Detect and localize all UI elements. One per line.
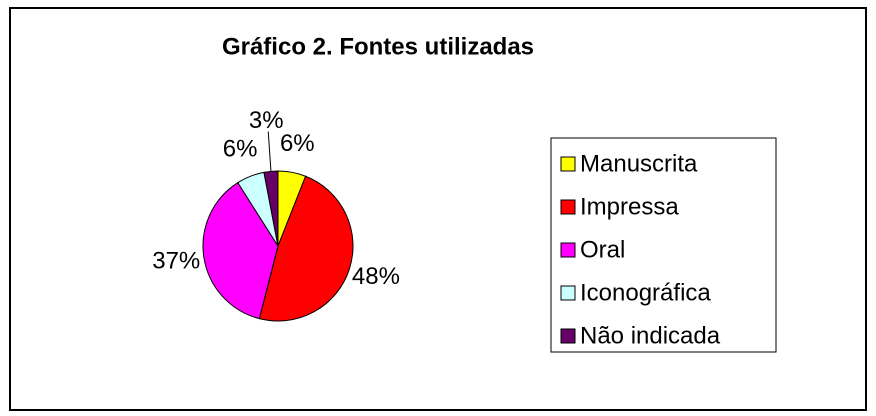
legend-swatch <box>560 285 576 301</box>
legend-label: Manuscrita <box>580 150 698 177</box>
legend-label: Não indicada <box>580 322 721 349</box>
legend-box <box>550 137 777 353</box>
legend-label: Iconográfica <box>580 279 711 306</box>
legend-swatch <box>560 156 576 172</box>
pie-slice <box>258 175 354 322</box>
data-label: 3% <box>249 107 284 134</box>
legend-label: Impressa <box>580 193 679 220</box>
legend-swatch <box>560 199 576 215</box>
legend-label: Oral <box>580 236 625 263</box>
data-label: 6% <box>223 136 258 163</box>
data-label: 6% <box>280 130 315 157</box>
data-label: 48% <box>352 263 400 290</box>
data-label: 37% <box>152 247 200 274</box>
legend-swatch <box>560 242 576 258</box>
legend-swatch <box>560 328 576 344</box>
chart-title: Gráfico 2. Fontes utilizadas <box>222 33 534 60</box>
leader-line <box>267 131 272 172</box>
